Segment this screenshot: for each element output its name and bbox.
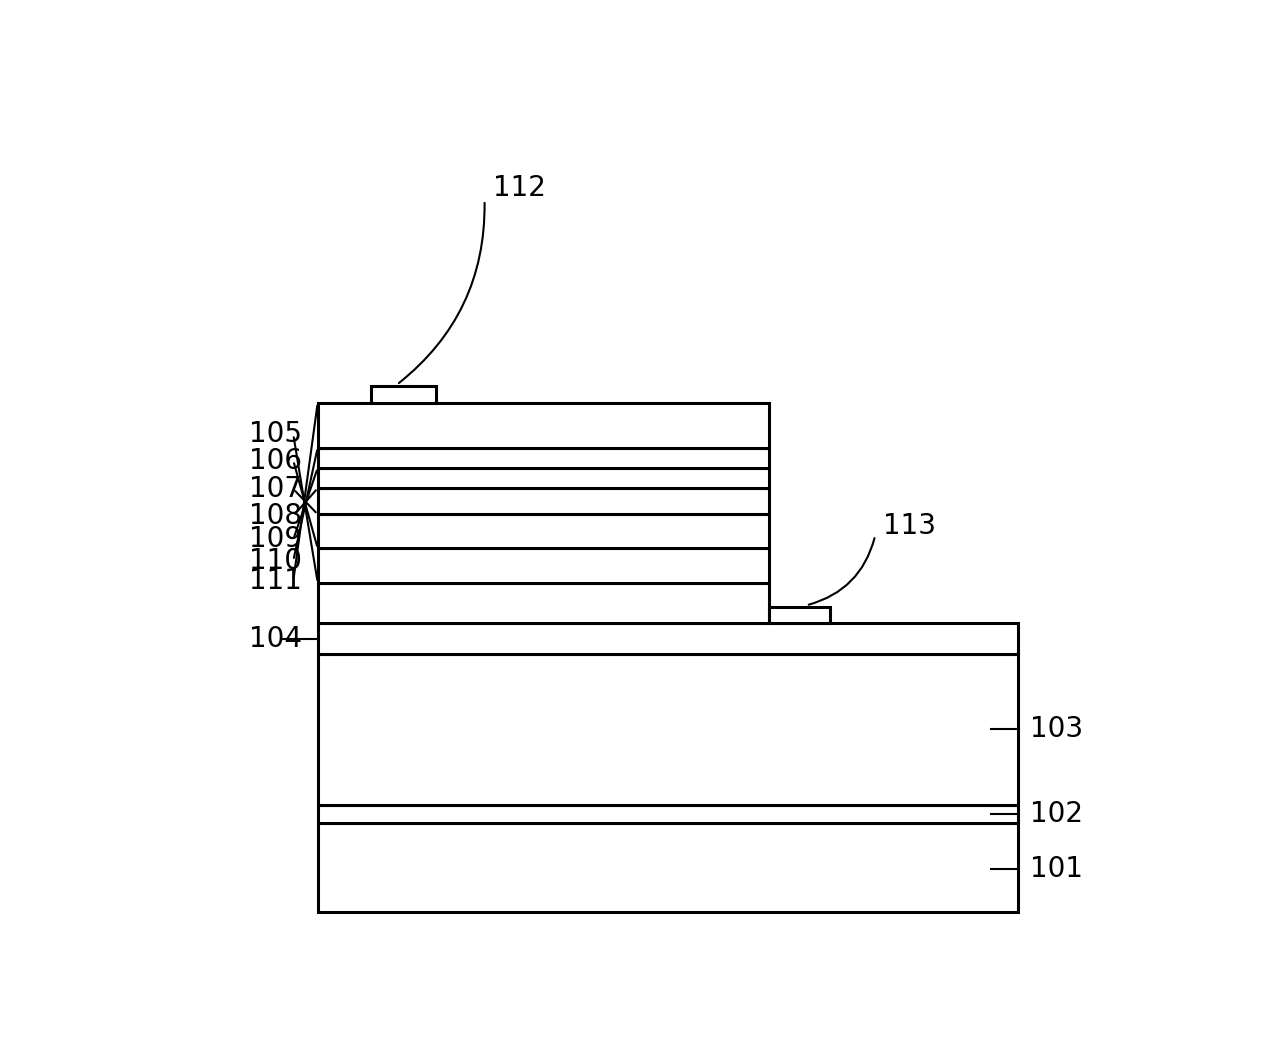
- Text: 107: 107: [249, 475, 301, 503]
- Text: 102: 102: [1030, 800, 1083, 828]
- Bar: [769, 607, 830, 624]
- Bar: [318, 468, 769, 488]
- Text: 109: 109: [249, 525, 301, 554]
- Text: 105: 105: [249, 421, 301, 448]
- Bar: [371, 387, 436, 403]
- Text: 101: 101: [1030, 855, 1083, 883]
- Bar: [318, 582, 769, 624]
- Bar: [318, 403, 769, 447]
- Text: 110: 110: [249, 546, 301, 575]
- Bar: [318, 654, 1018, 804]
- Text: 108: 108: [249, 502, 301, 530]
- Text: 112: 112: [493, 174, 545, 202]
- Text: 106: 106: [249, 446, 301, 475]
- Bar: [318, 515, 769, 549]
- Text: 103: 103: [1030, 716, 1083, 743]
- Bar: [318, 804, 1018, 822]
- Bar: [318, 549, 769, 582]
- Bar: [318, 822, 1018, 912]
- Bar: [318, 488, 769, 515]
- Text: 111: 111: [249, 567, 301, 595]
- Bar: [318, 447, 769, 468]
- Bar: [318, 624, 1018, 654]
- Text: 104: 104: [249, 625, 301, 653]
- Text: 113: 113: [883, 512, 937, 540]
